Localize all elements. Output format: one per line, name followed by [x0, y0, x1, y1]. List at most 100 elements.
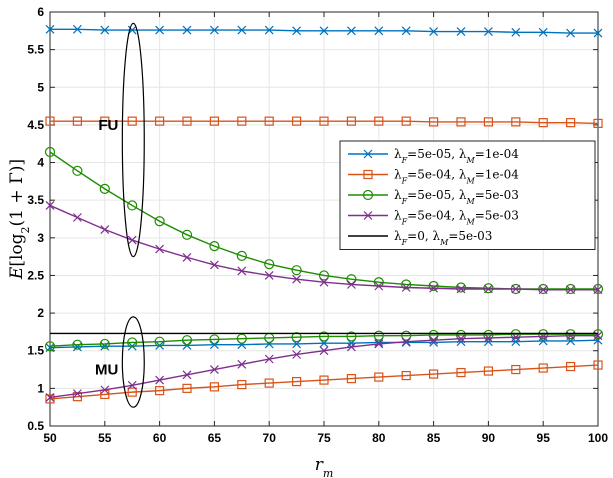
data-point — [429, 117, 439, 127]
data-point — [456, 334, 466, 344]
x-tick-label: 80 — [372, 431, 386, 445]
marker-stroke — [346, 342, 356, 352]
x-axis-label: rm — [315, 455, 334, 478]
legend-marker — [363, 169, 373, 180]
data-point — [592, 329, 604, 340]
data-point — [209, 240, 220, 252]
data-point — [456, 367, 466, 378]
data-point — [72, 24, 82, 34]
marker-stroke — [45, 24, 55, 34]
data-point — [237, 359, 247, 369]
marker-stroke — [155, 341, 165, 350]
marker-stroke — [456, 334, 466, 344]
data-point — [318, 331, 330, 342]
y-tick-label: 6 — [37, 5, 44, 19]
legend-entry: λF=5e-05, λM=1e-04 — [348, 147, 519, 165]
data-point — [264, 378, 274, 388]
marker-stroke — [45, 392, 55, 402]
data-point — [292, 116, 302, 126]
series-mu-7 — [45, 331, 603, 402]
data-point — [100, 225, 110, 234]
data-point — [292, 26, 302, 36]
data-point — [429, 369, 439, 379]
data-point — [428, 280, 439, 292]
data-point — [100, 25, 110, 35]
x-tick-label: 85 — [427, 431, 441, 445]
data-point — [237, 25, 247, 35]
data-point — [456, 117, 466, 127]
data-point — [374, 339, 384, 349]
marker-stroke — [456, 27, 466, 36]
legend-label: λF=5e-05, λM=1e-04 — [394, 147, 519, 165]
marker-stroke — [483, 27, 493, 36]
data-point — [374, 116, 384, 126]
data-point — [483, 329, 494, 341]
marker-stroke — [127, 380, 137, 390]
marker-stroke — [100, 385, 110, 395]
data-point — [292, 350, 302, 359]
y-tick-label: 0.5 — [27, 419, 44, 433]
data-point — [264, 116, 274, 126]
marker-stroke — [237, 25, 247, 35]
data-point — [483, 366, 493, 376]
marker-stroke — [401, 337, 411, 347]
marker-stroke — [319, 26, 329, 36]
marker-stroke — [100, 25, 110, 35]
data-point — [374, 281, 384, 291]
marker-stroke — [264, 271, 274, 280]
data-point — [511, 117, 521, 127]
marker-stroke — [346, 280, 356, 289]
marker-stroke — [182, 341, 192, 350]
data-point — [455, 282, 467, 293]
marker-stroke — [483, 333, 493, 343]
x-tick-label: 95 — [537, 431, 551, 445]
data-point — [182, 383, 192, 393]
data-point — [292, 274, 302, 284]
data-point — [45, 116, 55, 126]
marker-stroke — [374, 339, 384, 349]
data-point — [264, 354, 274, 364]
marker-stroke — [429, 283, 439, 293]
y-tick-label: 3.5 — [27, 193, 44, 207]
legend-entry: λF=5e-04, λM=1e-04 — [348, 168, 519, 185]
data-point — [566, 28, 576, 38]
data-point — [565, 329, 576, 340]
data-point — [319, 26, 329, 36]
data-point — [209, 260, 219, 270]
data-point — [429, 27, 439, 36]
series-line — [49, 333, 598, 347]
marker-stroke — [346, 26, 356, 36]
marker-stroke — [593, 28, 603, 38]
data-point — [483, 333, 493, 343]
data-point — [346, 280, 356, 289]
marker-stroke — [374, 26, 384, 36]
legend-marker — [363, 211, 373, 220]
marker-stroke — [155, 375, 165, 385]
annotation-label-fu: FU — [98, 117, 118, 134]
data-point — [155, 244, 165, 254]
marker-stroke — [182, 252, 192, 262]
data-point — [264, 25, 274, 35]
data-point — [155, 25, 165, 35]
marker-stroke — [483, 284, 493, 294]
marker-stroke — [566, 28, 576, 38]
data-point — [45, 394, 55, 404]
y-tick-label: 1 — [37, 381, 44, 395]
marker-stroke — [45, 201, 55, 210]
data-point — [374, 372, 384, 382]
data-point — [99, 338, 110, 350]
data-point — [209, 25, 219, 35]
series-fu-1 — [45, 116, 603, 129]
marker-stroke — [209, 340, 219, 350]
data-point — [538, 363, 548, 373]
data-point — [237, 116, 247, 126]
data-point — [209, 365, 219, 374]
y-tick-label: 3 — [37, 231, 44, 245]
data-point — [346, 116, 356, 126]
data-point — [264, 271, 274, 280]
marker-stroke — [264, 25, 274, 35]
data-point — [209, 334, 220, 345]
marker-stroke — [401, 283, 411, 292]
data-point — [100, 385, 110, 395]
marker-stroke — [292, 350, 302, 359]
